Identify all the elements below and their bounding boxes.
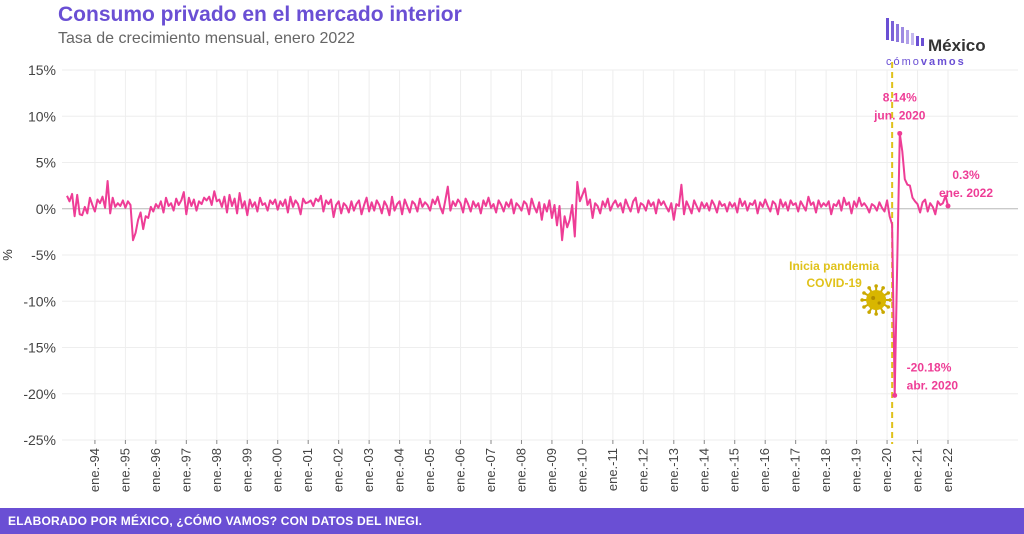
y-tick-label: -5%: [31, 247, 56, 263]
x-tick-label: ene.-18: [818, 448, 833, 492]
x-tick-label: ene.-12: [635, 448, 650, 492]
x-tick-label: ene.-17: [788, 448, 803, 492]
x-tick-label: ene.-96: [148, 448, 163, 492]
chart-title: Consumo privado en el mercado interior: [58, 3, 462, 26]
footer-text: ELABORADO POR MÉXICO, ¿CÓMO VAMOS? CON D…: [8, 514, 423, 528]
x-tick-label: ene.-03: [361, 448, 376, 492]
virus-icon: [860, 284, 892, 316]
y-tick-label: -10%: [23, 293, 56, 309]
y-axis-label: %: [0, 249, 15, 261]
annotation-value: 8.14%: [883, 90, 917, 104]
logo: México cómovamos: [884, 16, 1014, 72]
y-tick-label: 10%: [28, 108, 56, 124]
y-tick-label: 5%: [36, 155, 56, 171]
x-tick-label: ene.-09: [544, 448, 559, 492]
pandemic-label-2: COVID-19: [806, 276, 862, 290]
x-tick-label: ene.-22: [940, 448, 955, 492]
series-line: [66, 132, 949, 397]
x-tick-label: ene.-98: [209, 448, 224, 492]
annotation-point: [897, 130, 903, 136]
x-tick-label: ene.-04: [392, 448, 407, 492]
x-tick-label: ene.-20: [879, 448, 894, 492]
x-tick-label: ene.-11: [605, 448, 620, 491]
y-tick-label: 0%: [36, 201, 56, 217]
x-tick-label: ene.-94: [87, 448, 102, 492]
x-tick-label: ene.-06: [453, 448, 468, 492]
y-tick-label: -15%: [23, 340, 56, 356]
x-tick-label: ene.-01: [300, 448, 315, 492]
x-tick-label: ene.-97: [178, 448, 193, 492]
x-tick-label: ene.-08: [513, 448, 528, 492]
pandemic-label-1: Inicia pandemia: [789, 259, 879, 273]
x-tick-label: ene.-19: [849, 448, 864, 492]
x-axis: ene.-94 ene.-95 ene.-96 ene.-97 ene.-98 ene.-…: [87, 440, 955, 492]
x-tick-label: ene.-05: [422, 448, 437, 492]
annotation-date: ene. 2022: [939, 186, 993, 200]
x-tick-label: ene.-07: [483, 448, 498, 492]
annotation-point: [945, 203, 951, 209]
x-tick-label: ene.-15: [727, 448, 742, 492]
footer: ELABORADO POR MÉXICO, ¿CÓMO VAMOS? CON D…: [0, 508, 1024, 534]
logo-sub: cómovamos: [886, 56, 966, 68]
x-tick-label: ene.-95: [117, 448, 132, 492]
y-tick-label: -20%: [23, 386, 56, 402]
chart-subtitle: Tasa de crecimiento mensual, enero 2022: [58, 30, 356, 47]
x-tick-label: ene.-10: [574, 448, 589, 492]
x-tick-label: ene.-00: [270, 448, 285, 492]
x-tick-label: ene.-02: [331, 448, 346, 492]
annotation-date: jun. 2020: [873, 108, 926, 122]
x-tick-label: ene.-16: [757, 448, 772, 492]
series-line-path: [66, 132, 949, 397]
annotation-value: 0.3%: [952, 168, 980, 182]
y-axis: 15% 10% 5% 0% -5% -10% -15% -20% -25%: [23, 62, 56, 448]
x-tick-label: ene.-99: [239, 448, 254, 492]
y-tick-label: -25%: [23, 432, 56, 448]
x-tick-label: ene.-13: [666, 448, 681, 492]
grid: [62, 69, 1018, 441]
annotation-value: -20.18%: [907, 360, 952, 374]
line-chart: 15%10%5%0%-5%-10%-15%-20%-25% ene.-94 ene…: [0, 62, 1018, 492]
annotation-point: [892, 392, 898, 398]
y-tick-label: 15%: [28, 62, 56, 78]
x-tick-label: ene.-14: [696, 448, 711, 492]
logo-word: México: [928, 36, 986, 55]
x-tick-label: ene.-21: [910, 448, 925, 492]
annotation-date: abr. 2020: [907, 378, 959, 392]
annotations: 8.14% jun. 2020 -20.18% abr. 2020 0.3% ene. 2…: [873, 90, 993, 398]
logo-bars-icon: [886, 18, 924, 46]
